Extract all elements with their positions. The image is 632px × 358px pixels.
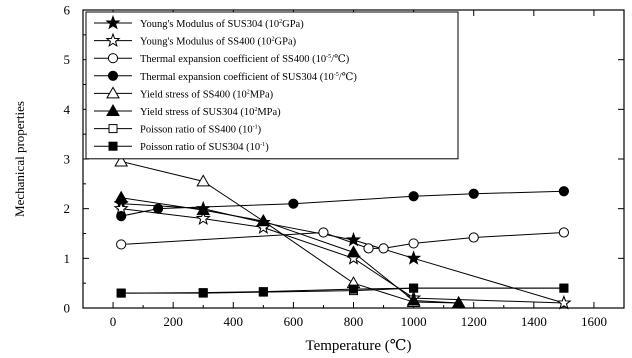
legend-label: Young's Modulus of SUS304 (102GPa) [140, 19, 304, 30]
data-point [558, 227, 569, 238]
data-point [116, 211, 127, 222]
series-line [121, 232, 564, 249]
legend-marker [105, 15, 121, 30]
legend-label: Poisson ratio of SUS304 (10-1) [140, 142, 269, 153]
data-point [468, 232, 479, 243]
data-point [196, 174, 211, 187]
x-tick-label: 200 [163, 314, 183, 329]
data-point [406, 250, 422, 265]
data-point [318, 227, 329, 238]
legend-label: Yield stress of SS400 (102MPa) [140, 89, 274, 100]
legend-label: Poisson ratio of SS400 (10-1) [140, 125, 262, 136]
data-point [153, 203, 164, 214]
legend-marker [107, 53, 119, 64]
data-point [468, 188, 479, 199]
legend-label: Young's Modulus of SS400 (102GPa) [140, 37, 297, 48]
data-point [114, 154, 129, 167]
legend-marker [106, 86, 120, 99]
series-line [121, 208, 564, 304]
y-tick-label: 1 [64, 251, 71, 266]
series-line [121, 197, 459, 304]
series-triangle-filled [114, 190, 466, 309]
data-point [408, 191, 419, 202]
data-point [558, 186, 569, 197]
data-point [409, 283, 419, 293]
x-tick-label: 1000 [401, 314, 427, 329]
x-tick-label: 600 [284, 314, 304, 329]
legend-entry: Young's Modulus of SS400 (102GPa) [94, 32, 297, 48]
y-tick-label: 0 [64, 301, 71, 316]
x-axis: 0 200 400 600 800 1000 1200 1400 1600 [110, 10, 607, 329]
y-axis-title: Mechanical properties [12, 101, 27, 217]
legend-entry: Poisson ratio of SS400 (10-1) [94, 124, 262, 136]
legend-marker [108, 141, 118, 151]
y-tick-label: 6 [64, 3, 71, 18]
legend-entry: Poisson ratio of SUS304 (10-1) [94, 141, 269, 153]
y-tick-label: 2 [64, 201, 71, 216]
legend: Young's Modulus of SUS304 (102GPa) Young'… [85, 11, 459, 160]
x-tick-label: 400 [224, 314, 244, 329]
legend-marker [108, 124, 118, 134]
data-point [114, 190, 129, 203]
legend-marker [105, 32, 121, 48]
x-tick-label: 1400 [521, 314, 547, 329]
data-point [198, 288, 208, 298]
data-point [363, 243, 374, 254]
data-point [451, 296, 466, 309]
data-point [116, 239, 127, 250]
y-tick-label: 3 [64, 152, 71, 167]
x-tick-label: 1600 [581, 314, 607, 329]
series-line [121, 160, 459, 304]
series-layer [113, 154, 572, 310]
data-point [195, 210, 211, 226]
data-point [559, 283, 569, 293]
series-square-filled [116, 283, 569, 298]
y-tick-label: 4 [64, 102, 71, 117]
data-point [378, 243, 389, 254]
legend-label: Yield stress of SUS304 (102MPa) [140, 107, 281, 118]
data-point [349, 284, 358, 294]
data-point [406, 293, 421, 306]
x-tick-label: 1200 [461, 314, 487, 329]
series-line [121, 190, 564, 217]
series-circle-open [116, 227, 569, 254]
data-point [196, 203, 211, 216]
legend-entry: Thermal expansion coefficient of SS400 (… [94, 53, 350, 65]
legend-box [85, 11, 459, 160]
data-point [408, 238, 419, 249]
x-tick-label: 0 [110, 314, 117, 329]
data-point [556, 295, 572, 310]
y-axis: 0 1 2 3 4 5 6 [64, 3, 624, 316]
legend-label: Thermal expansion coefficient of SUS304 … [140, 72, 357, 83]
legend-label: Thermal expansion coefficient of SS400 (… [140, 54, 350, 65]
x-axis-title: Temperature (℃) [305, 338, 411, 354]
legend-entry: Yield stress of SUS304 (102MPa) [94, 103, 281, 118]
data-point [256, 214, 271, 227]
series-line [121, 287, 564, 294]
y-tick-label: 5 [64, 52, 71, 67]
series-square-open [116, 283, 569, 298]
data-point [258, 287, 268, 297]
series-circle-filled [116, 186, 569, 222]
series-star-filled [113, 195, 572, 310]
data-point [288, 198, 299, 209]
legend-marker [106, 103, 120, 116]
legend-entry: Thermal expansion coefficient of SUS304 … [94, 70, 357, 83]
legend-marker [107, 70, 119, 81]
data-point [116, 288, 126, 298]
legend-entry: Yield stress of SS400 (102MPa) [94, 86, 274, 100]
data-point [346, 245, 361, 258]
x-tick-label: 800 [344, 314, 364, 329]
legend-entry: Young's Modulus of SUS304 (102GPa) [94, 15, 304, 30]
